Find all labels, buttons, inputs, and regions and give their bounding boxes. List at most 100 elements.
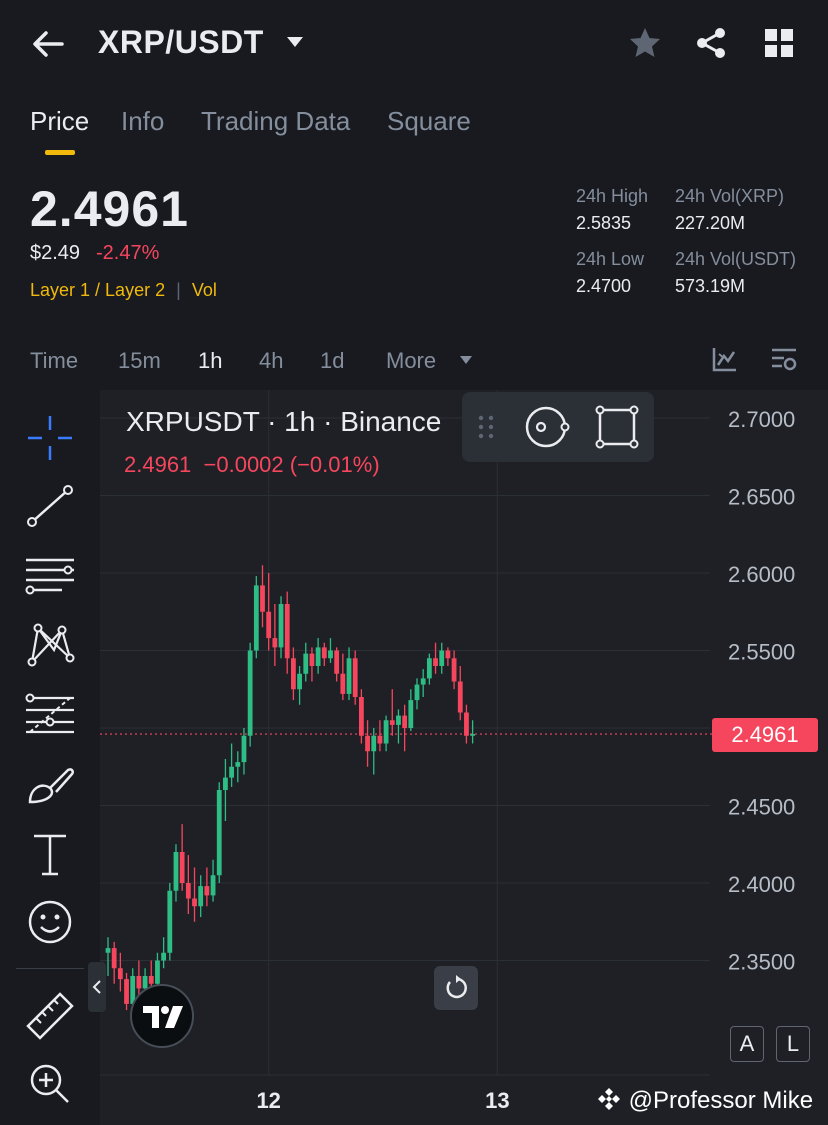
log-scale-button[interactable]: L — [776, 1026, 810, 1062]
binance-logo-icon — [598, 1088, 620, 1110]
interval-time[interactable]: Time — [30, 348, 79, 373]
interval-more[interactable]: More — [386, 348, 437, 373]
crosshair-icon[interactable] — [22, 412, 78, 464]
candle-up — [167, 890, 173, 953]
trend-line-icon[interactable] — [22, 480, 78, 532]
y-axis-tick-label: 2.6500 — [728, 485, 795, 510]
emoji-icon[interactable] — [22, 896, 78, 948]
candle-up — [420, 678, 426, 685]
candle-down — [389, 720, 395, 725]
auto-scale-button[interactable]: A — [730, 1026, 764, 1062]
tab-bar: Price Info Trading Data Square — [0, 90, 828, 159]
candle-up — [328, 650, 333, 659]
interval-1d[interactable]: 1d — [320, 348, 345, 373]
candle-down — [124, 979, 129, 1004]
candle-down — [451, 658, 457, 682]
chart-area[interactable]: 2.70002.65002.60002.55002.50002.45002.40… — [100, 390, 828, 1125]
candle-up — [173, 852, 179, 891]
candle-up — [408, 700, 414, 728]
collapse-toolbar-button[interactable] — [88, 962, 106, 1012]
tradingview-logo[interactable] — [130, 984, 194, 1048]
candle-down — [136, 976, 142, 989]
candle-down — [291, 658, 296, 690]
candle-up — [439, 650, 445, 666]
candlestick-chart[interactable]: 2.70002.65002.60002.55002.50002.45002.40… — [100, 390, 828, 1125]
share-icon[interactable] — [694, 26, 728, 60]
candle-up — [210, 875, 216, 896]
x-axis-tick-label: 12 — [256, 1088, 280, 1113]
brush-icon[interactable] — [22, 758, 78, 810]
star-icon[interactable] — [628, 26, 662, 60]
candle-up — [278, 604, 284, 648]
drag-handle-icon[interactable] — [476, 414, 496, 440]
tab-square[interactable]: Square — [387, 106, 471, 136]
tab-info[interactable]: Info — [121, 106, 165, 136]
last-price: 2.4961 — [30, 181, 189, 237]
candle-down — [321, 647, 327, 659]
text-tool-icon[interactable] — [22, 828, 78, 880]
candle-down — [266, 611, 272, 639]
fib-retracement-icon[interactable] — [22, 688, 78, 740]
candle-up — [247, 650, 253, 736]
y-axis-tick-label: 2.4500 — [728, 795, 795, 820]
pattern-icon[interactable] — [22, 618, 78, 670]
watermark-text: @Professor Mike — [628, 1087, 814, 1114]
tab-trading-data[interactable]: Trading Data — [201, 106, 351, 136]
back-arrow-icon[interactable] — [30, 26, 66, 62]
interval-bar: Time 15m 1h 4h 1d More — [0, 328, 828, 391]
stat-low-value: 2.4700 — [576, 276, 632, 296]
interval-1h[interactable]: 1h — [198, 348, 223, 373]
candle-down — [111, 948, 117, 969]
object-tree-icon[interactable] — [522, 404, 570, 450]
candle-up — [241, 735, 247, 763]
candle-up — [198, 886, 204, 907]
chevron-down-icon[interactable] — [460, 356, 472, 364]
chevron-down-icon[interactable] — [286, 36, 304, 48]
y-axis-tick-label: 2.6000 — [728, 562, 795, 587]
candle-down — [192, 898, 197, 907]
chevron-left-icon — [92, 980, 101, 994]
candle-up — [223, 777, 228, 790]
pair-title[interactable]: XRP/USDT — [98, 24, 264, 60]
candle-down — [148, 976, 154, 984]
grid-menu-icon[interactable] — [764, 28, 794, 58]
candle-down — [445, 650, 451, 659]
tag-layer[interactable]: Layer 1 / Layer 2 — [30, 280, 166, 300]
active-tab-indicator — [45, 150, 75, 155]
candle-up — [216, 790, 222, 876]
candle-down — [179, 852, 185, 883]
y-axis-tick-label: 2.4000 — [728, 872, 795, 897]
select-rectangle-icon[interactable] — [594, 404, 640, 450]
candle-up — [470, 734, 476, 736]
tab-price[interactable]: Price — [30, 106, 90, 136]
y-axis-tick-label: 2.3500 — [728, 950, 795, 975]
interval-4h[interactable]: 4h — [259, 348, 284, 373]
y-axis-tick-label: 2.7000 — [728, 407, 795, 432]
chart-settings-icon[interactable] — [770, 346, 798, 372]
candle-up — [155, 960, 160, 984]
reset-chart-button[interactable] — [434, 966, 478, 1010]
candle-down — [352, 658, 358, 697]
candle-up — [371, 735, 377, 752]
candle-up — [414, 684, 420, 701]
chart-legend-title: XRPUSDT · 1h · Binance — [126, 406, 442, 437]
tag-vol[interactable]: Vol — [191, 280, 217, 300]
candle-up — [396, 715, 401, 725]
fiat-price: $2.49 — [30, 242, 81, 264]
current-price-label: 2.4961 — [712, 718, 818, 752]
stat-vol-quote-value: 573.19M — [675, 276, 746, 296]
stat-high-value: 2.5835 — [576, 213, 632, 233]
candle-up — [303, 653, 309, 674]
interval-15m[interactable]: 15m — [118, 348, 161, 373]
ruler-icon[interactable] — [22, 988, 78, 1040]
zoom-in-icon[interactable] — [22, 1058, 78, 1110]
x-axis-tick-label: 13 — [485, 1088, 509, 1113]
stat-high-label: 24h High — [576, 186, 649, 206]
horizontal-lines-icon[interactable] — [22, 550, 78, 602]
indicators-icon[interactable] — [712, 346, 738, 372]
candle-up — [161, 952, 167, 961]
drawing-toolbar — [0, 390, 100, 1125]
candle-down — [117, 968, 123, 980]
candle-up — [235, 762, 241, 767]
price-summary: 2.4961 $2.49 -2.47% Layer 1 / Layer 2 | … — [0, 158, 828, 328]
